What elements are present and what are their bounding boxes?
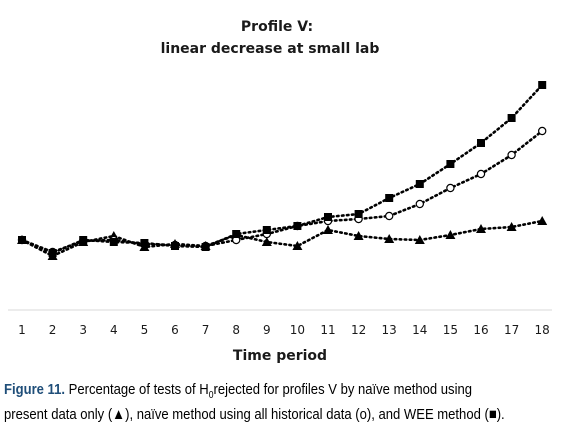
series-line-filled-square [20, 83, 544, 255]
data-point-triangle-15 [445, 230, 456, 239]
x-tick-label: 18 [535, 323, 550, 337]
data-point-triangle-11 [323, 225, 333, 234]
chart-title: Profile V: [241, 19, 313, 35]
data-point-triangle-9 [261, 237, 272, 246]
x-tick-label: 3 [79, 323, 87, 337]
x-tick-label: 13 [382, 323, 397, 337]
data-point-filled-square-12 [354, 210, 363, 218]
x-axis-title: Time period [233, 348, 327, 364]
caption-text-1: Percentage of tests of H [68, 381, 209, 398]
data-point-triangle-17 [506, 222, 517, 231]
data-point-triangle-16 [476, 224, 486, 233]
data-point-filled-square-1 [18, 236, 26, 244]
series-line-open-circle [20, 129, 544, 254]
chart-subtitle: linear decrease at small lab [161, 41, 380, 57]
x-tick-label: 11 [320, 323, 335, 337]
x-tick-label: 2 [49, 323, 57, 337]
data-point-filled-square-10 [293, 222, 302, 230]
data-point-filled-square-3 [79, 236, 88, 244]
data-point-filled-square-7 [201, 243, 210, 251]
x-tick-label: 10 [290, 323, 305, 337]
x-tick-label: 16 [473, 323, 488, 337]
data-point-filled-square-13 [385, 194, 394, 202]
data-point-open-circle-18 [538, 126, 547, 136]
x-tick-label: 9 [263, 323, 271, 337]
data-point-filled-square-8 [232, 230, 241, 238]
caption-line-2: present data only (▲), naïve method usin… [4, 406, 505, 424]
figure-caption: Figure 11. Percentage of tests of H0reje… [4, 380, 505, 424]
caption-subscript: 0 [208, 390, 214, 402]
x-tick-label: 7 [202, 323, 210, 337]
x-tick-label: 5 [141, 323, 149, 337]
data-point-triangle-13 [384, 234, 395, 243]
x-tick-label: 8 [232, 323, 240, 337]
data-point-open-circle-16 [476, 169, 486, 179]
x-tick-label: 15 [443, 323, 458, 337]
x-tick-label: 12 [351, 323, 366, 337]
x-tick-label: 1 [18, 323, 26, 337]
data-point-filled-square-11 [324, 213, 332, 221]
data-point-filled-square-6 [171, 242, 179, 250]
data-point-triangle-10 [292, 241, 303, 250]
x-tick-label: 17 [504, 323, 519, 337]
data-point-triangle-18 [537, 216, 548, 225]
data-point-filled-square-4 [109, 238, 118, 246]
line-chart: Profile V: linear decrease at small lab … [8, 19, 552, 364]
data-point-filled-square-18 [538, 81, 547, 89]
data-point-filled-square-17 [507, 114, 516, 122]
series-line-triangle [20, 219, 544, 258]
series-layer [17, 81, 548, 260]
data-point-triangle-14 [414, 235, 425, 244]
x-tick-labels: 1 2 3 4 5 6 7 8 9 10 11 12 13 14 15 16 17 18 [18, 323, 550, 337]
data-point-filled-square-2 [48, 249, 57, 257]
x-tick-label: 14 [412, 323, 427, 337]
x-tick-label: 6 [171, 323, 179, 337]
figure-label: Figure 11. [4, 381, 65, 398]
caption-text-2: rejected for profiles V by naïve method … [213, 381, 473, 398]
caption-line-1: Figure 11. Percentage of tests of H0reje… [4, 380, 482, 405]
data-point-open-circle-17 [507, 150, 516, 160]
data-point-filled-square-15 [446, 160, 455, 168]
data-point-filled-square-14 [415, 180, 424, 188]
x-tick-label: 4 [110, 323, 118, 337]
data-point-filled-square-16 [477, 139, 485, 147]
data-point-open-circle-13 [385, 211, 394, 221]
data-point-open-circle-15 [446, 183, 455, 193]
data-point-triangle-12 [353, 231, 364, 240]
data-point-open-circle-14 [415, 199, 424, 209]
data-point-filled-square-5 [140, 239, 149, 247]
data-point-filled-square-9 [262, 226, 271, 234]
